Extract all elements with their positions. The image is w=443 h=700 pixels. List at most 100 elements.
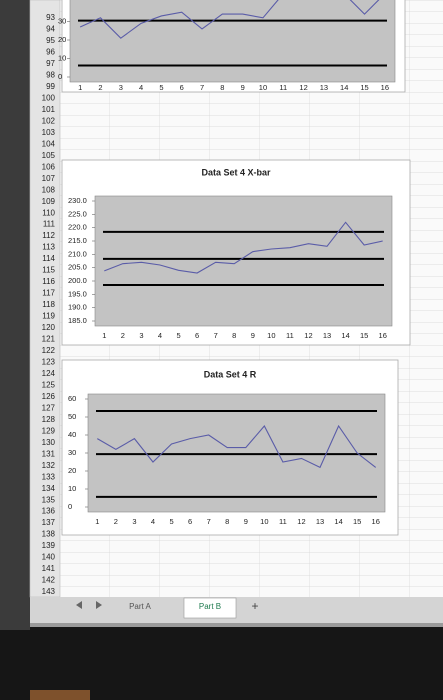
x-tick-label: 5: [169, 517, 173, 526]
row-number[interactable]: 103: [42, 128, 56, 137]
row-number[interactable]: 106: [42, 162, 56, 171]
row-number[interactable]: 142: [42, 576, 56, 585]
y-tick-label: 190.0: [68, 303, 87, 312]
x-tick-label: 3: [139, 331, 143, 340]
data-line: [97, 424, 377, 469]
x-tick-label: 6: [195, 331, 199, 340]
row-number[interactable]: 108: [42, 185, 56, 194]
row-number[interactable]: 117: [42, 289, 55, 298]
row-number[interactable]: 97: [46, 59, 55, 68]
x-tick-label: 7: [207, 517, 211, 526]
y-tick-label: 195.0: [68, 289, 87, 298]
x-tick-label: 12: [297, 517, 305, 526]
row-number[interactable]: 109: [42, 197, 56, 206]
row-number[interactable]: 120: [42, 323, 56, 332]
row-number[interactable]: 114: [42, 254, 55, 263]
row-numbers: 93 94 95 96 97 98 99 100 101 102 103 104 105 106 107 10…: [42, 13, 56, 596]
row-number[interactable]: 111: [43, 220, 56, 229]
data-line: [79, 0, 380, 39]
row-number[interactable]: 131: [42, 449, 56, 458]
row-number[interactable]: 140: [42, 553, 56, 562]
row-number[interactable]: 110: [42, 208, 55, 217]
row-number[interactable]: 127: [42, 403, 56, 412]
row-number[interactable]: 105: [42, 151, 56, 160]
y-tick-label: 215.0: [68, 236, 87, 245]
row-number[interactable]: 99: [46, 82, 55, 91]
row-number[interactable]: 133: [42, 472, 56, 481]
x-tick-label: 9: [244, 517, 248, 526]
plot-area: [94, 195, 393, 327]
row-number[interactable]: 136: [42, 507, 56, 516]
row-number[interactable]: 102: [42, 116, 56, 125]
row-number[interactable]: 107: [42, 174, 56, 183]
y-tick-label: 200.0: [68, 276, 87, 285]
x-tick-label: 9: [251, 331, 255, 340]
sheet-tab[interactable]: Part A: [129, 602, 151, 611]
chart-title: Data Set 4 X-bar: [201, 167, 271, 177]
row-number[interactable]: 94: [46, 25, 55, 34]
tab-scroll-arrows[interactable]: [76, 601, 102, 609]
row-number[interactable]: 141: [42, 564, 56, 573]
x-tick-label: 2: [114, 517, 118, 526]
row-number[interactable]: 125: [42, 380, 56, 389]
row-number[interactable]: 124: [42, 369, 56, 378]
row-number[interactable]: 96: [46, 48, 55, 57]
row-number[interactable]: 122: [42, 346, 56, 355]
row-number[interactable]: 98: [46, 71, 55, 80]
row-number[interactable]: 132: [42, 461, 56, 470]
row-number[interactable]: 115: [42, 266, 55, 275]
y-tick-label: 20: [68, 466, 76, 475]
row-number[interactable]: 139: [42, 541, 56, 550]
row-number[interactable]: 123: [42, 358, 56, 367]
row-number[interactable]: 101: [42, 105, 56, 114]
x-tick-label: 10: [259, 83, 267, 92]
y-tick-label: 225.0: [68, 209, 87, 218]
row-number[interactable]: 137: [42, 518, 56, 527]
row-number[interactable]: 126: [42, 392, 56, 401]
active-tab[interactable]: [183, 597, 237, 619]
x-tick-label: 10: [260, 517, 268, 526]
x-tick-label: 11: [279, 83, 287, 92]
row-number[interactable]: 121: [42, 335, 56, 344]
row-number[interactable]: 95: [46, 36, 55, 45]
row-number[interactable]: 138: [42, 530, 56, 539]
y-tick-label: 0: [68, 502, 72, 511]
y-tick-label: 20: [58, 35, 66, 44]
row-number[interactable]: 119: [42, 312, 55, 321]
add-sheet-button[interactable]: +: [251, 599, 258, 613]
x-tick-label: 16: [372, 517, 380, 526]
row-number[interactable]: 134: [42, 484, 56, 493]
row-number[interactable]: 129: [42, 426, 56, 435]
x-tick-label: 12: [299, 83, 307, 92]
row-number[interactable]: 100: [42, 93, 56, 102]
row-number[interactable]: 135: [42, 495, 56, 504]
x-tick-label: 4: [139, 83, 143, 92]
x-tick-label: 1: [102, 331, 106, 340]
row-number[interactable]: 143: [42, 587, 56, 596]
x-tick-label: 5: [159, 83, 163, 92]
x-tick-label: 16: [381, 83, 389, 92]
x-tick-label: 10: [267, 331, 275, 340]
row-number[interactable]: 104: [42, 139, 56, 148]
x-tick-label: 15: [353, 517, 361, 526]
x-tick-label: 4: [151, 517, 155, 526]
x-tick-label: 7: [200, 83, 204, 92]
x-tick-label: 2: [98, 83, 102, 92]
row-number[interactable]: 113: [42, 243, 55, 252]
row-number[interactable]: 128: [42, 415, 56, 424]
y-tick-label: 10: [68, 484, 76, 493]
x-tick-label: 11: [286, 331, 294, 340]
x-tick-label: 6: [188, 517, 192, 526]
x-tick-label: 1: [95, 517, 99, 526]
x-tick-label: 2: [121, 331, 125, 340]
y-tick-label: 220.0: [68, 223, 87, 232]
row-number[interactable]: 130: [42, 438, 56, 447]
row-number[interactable]: 112: [42, 231, 55, 240]
row-number[interactable]: 116: [42, 277, 55, 286]
sheet-tab[interactable]: Part B: [199, 602, 221, 611]
row-number[interactable]: 93: [46, 13, 55, 22]
y-tick-label: 10: [58, 53, 66, 62]
x-tick-label: 14: [340, 83, 348, 92]
row-number[interactable]: 118: [42, 300, 55, 309]
